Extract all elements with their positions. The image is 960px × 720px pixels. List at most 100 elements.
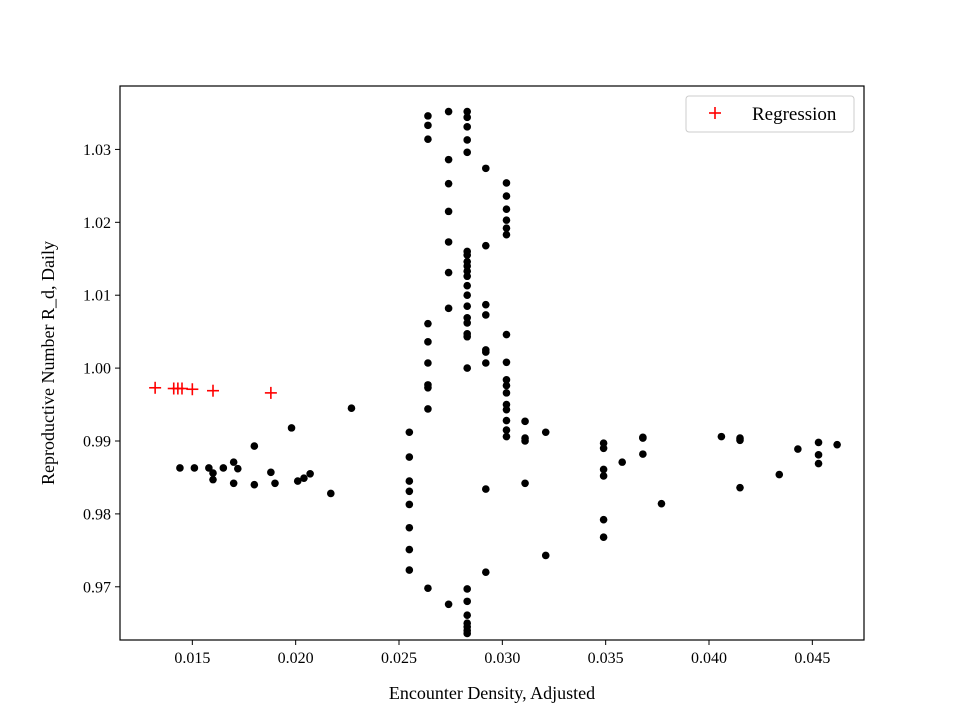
data-point	[444, 600, 453, 609]
data-point	[463, 319, 472, 327]
data-point	[463, 272, 472, 281]
data-point	[293, 477, 302, 485]
data-point	[736, 483, 744, 492]
data-point	[444, 268, 453, 277]
y-tick-label: 1.02	[83, 215, 111, 232]
data-point	[250, 442, 259, 450]
data-point	[814, 438, 823, 447]
x-axis-label: Encounter Density, Adjusted	[389, 683, 595, 703]
data-point	[405, 566, 414, 574]
data-point	[209, 475, 217, 484]
data-point	[424, 338, 432, 346]
data-point	[271, 479, 279, 488]
y-tick-label: 0.98	[83, 506, 111, 523]
regression-point	[207, 384, 219, 397]
data-point	[541, 551, 550, 560]
data-point	[347, 404, 356, 412]
y-axis-label: Reproductive Number R_d, Daily	[38, 241, 58, 485]
data-point	[250, 480, 259, 489]
data-point	[234, 464, 242, 473]
data-point	[424, 135, 432, 144]
x-tick-label: 0.030	[484, 650, 520, 667]
y-axis-ticks: 0.97 0.98 0.99 1.00 1.01 1.02 1.03	[83, 142, 120, 596]
regression-point	[176, 382, 188, 395]
data-points-layer	[149, 107, 841, 638]
data-point	[736, 436, 744, 445]
x-tick-label: 0.035	[588, 650, 624, 667]
legend-regression-label: Regression	[752, 104, 837, 125]
data-point	[502, 389, 511, 397]
data-point	[209, 469, 217, 477]
data-point	[229, 458, 238, 466]
y-tick-label: 0.97	[83, 579, 111, 596]
data-point	[444, 238, 453, 246]
data-point	[502, 330, 511, 339]
x-tick-label: 0.045	[794, 650, 830, 667]
data-point	[502, 192, 511, 200]
data-point	[287, 424, 296, 432]
data-point	[405, 500, 414, 509]
data-point	[463, 302, 472, 310]
y-tick-label: 1.03	[83, 142, 111, 159]
data-point	[463, 291, 472, 300]
data-point	[444, 207, 453, 216]
data-point	[502, 426, 511, 434]
regression-point	[149, 381, 162, 394]
data-point	[444, 107, 453, 116]
data-point	[444, 155, 453, 164]
x-tick-label: 0.015	[174, 650, 210, 667]
data-point	[814, 451, 823, 459]
data-point	[502, 416, 511, 425]
data-point	[219, 464, 228, 472]
legend-regression-marker	[709, 107, 721, 119]
data-point	[502, 432, 511, 441]
y-tick-label: 1.00	[83, 361, 111, 378]
data-point	[405, 428, 414, 437]
data-point	[463, 148, 472, 157]
data-point	[521, 417, 529, 426]
data-point	[463, 113, 472, 122]
data-point	[327, 489, 335, 498]
plot-area-frame	[119, 85, 865, 641]
data-point	[463, 123, 472, 131]
data-point	[541, 428, 550, 437]
data-point	[521, 437, 529, 445]
data-point	[463, 136, 472, 144]
x-tick-label: 0.020	[278, 650, 314, 667]
data-point	[775, 470, 784, 479]
data-point	[599, 515, 608, 524]
data-point	[463, 332, 472, 341]
data-point	[424, 383, 432, 392]
data-point	[657, 499, 666, 508]
data-point	[717, 432, 726, 441]
data-point	[639, 450, 647, 458]
data-point	[463, 251, 472, 259]
data-point	[424, 405, 432, 413]
x-axis-ticks: 0.015 0.020 0.025 0.030 0.035 0.040 0.045	[174, 640, 830, 667]
x-tick-label: 0.025	[381, 650, 417, 667]
data-point	[463, 629, 472, 638]
data-point	[405, 477, 414, 485]
data-point	[424, 121, 432, 130]
data-point	[521, 479, 529, 488]
legend-box	[685, 95, 855, 133]
data-point	[405, 453, 414, 461]
data-point	[176, 464, 184, 472]
data-point	[814, 459, 823, 468]
data-point	[229, 479, 238, 488]
data-point	[405, 545, 414, 554]
data-point	[444, 179, 453, 188]
data-point	[267, 468, 275, 477]
data-point	[599, 444, 608, 453]
data-point	[463, 281, 472, 290]
data-point	[300, 474, 308, 482]
data-point	[463, 364, 472, 372]
data-point	[599, 472, 608, 480]
data-point	[463, 107, 472, 116]
data-point	[482, 568, 490, 577]
data-point	[639, 434, 647, 442]
data-point	[599, 465, 608, 474]
data-point	[502, 358, 511, 367]
data-point	[502, 224, 511, 232]
data-point	[444, 304, 453, 313]
